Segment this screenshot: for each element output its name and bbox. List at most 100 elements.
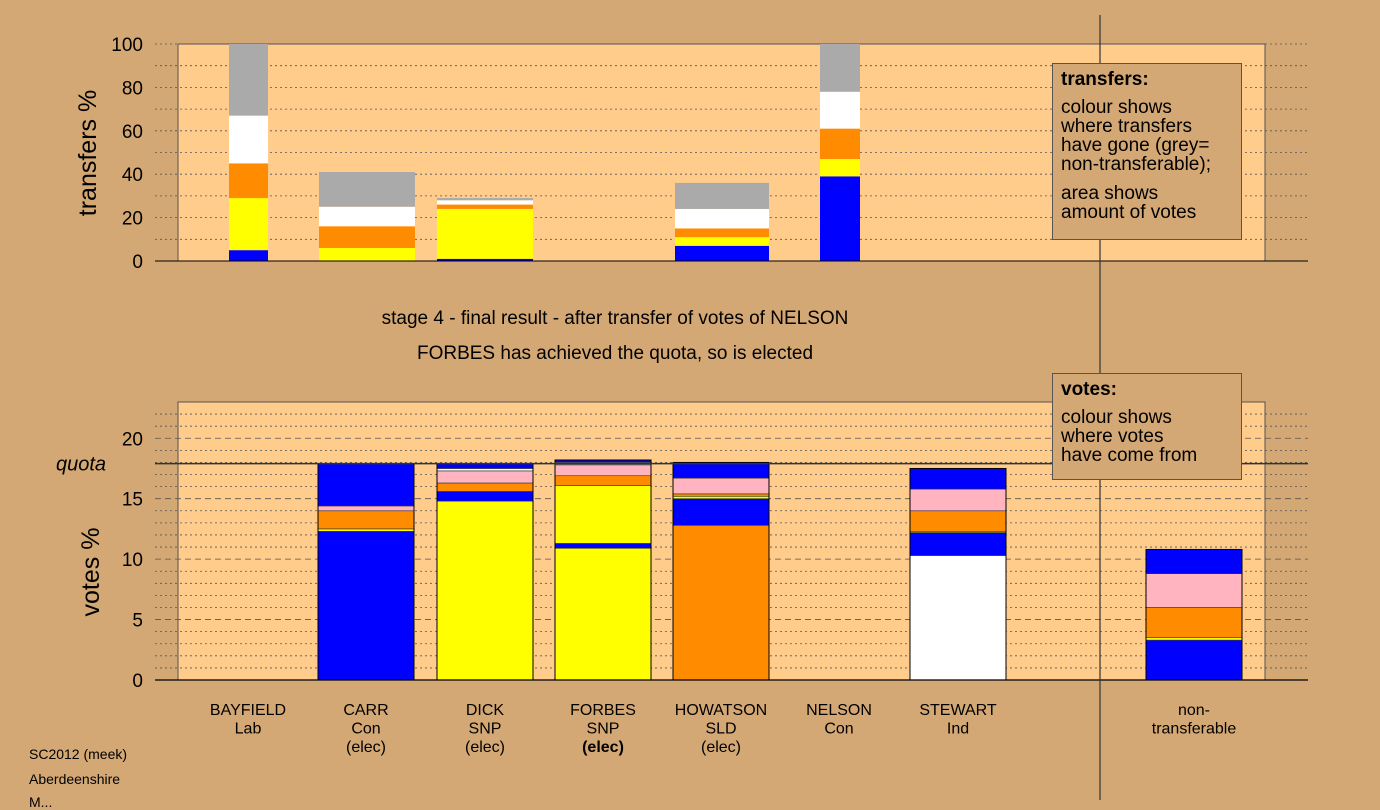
transfer-bar-segment [319,226,415,248]
candidate-label: NELSON [806,702,872,719]
votes-y-axis-title: votes % [77,528,105,617]
nontransferable-label: non- [1178,702,1210,719]
vote-bar-segment [554,485,652,544]
candidate-label: SNP [469,721,502,738]
transfer-bar-segment [229,198,268,251]
transfer-bar-segment [229,44,268,116]
quota-status-text: FORBES has achieved the quota, so is ele… [417,343,813,364]
transfers-legend-line: where transfers [1061,116,1192,137]
votes-y-tick-label: 15 [122,490,143,511]
candidate-label: CARR [343,702,388,719]
transfer-bar-segment [229,250,268,261]
candidate-label: (elec) [582,739,624,756]
candidate-label: SLD [705,721,736,738]
candidate-label: STEWART [919,702,997,719]
quota-label: quota [56,454,106,476]
transfer-bar-segment [437,204,533,209]
vote-bar-segment [554,547,652,681]
vote-bar-segment [436,468,534,472]
transfers-legend-line: colour shows [1061,97,1172,118]
candidate-label: FORBES [570,702,636,719]
votes-y-tick-label: 20 [122,429,143,450]
votes-y-tick-label: 10 [122,550,143,571]
votes-legend-title: votes: [1061,379,1117,400]
vote-bar-segment [317,505,415,512]
candidate-label: HOWATSON [675,702,767,719]
transfers-y-tick-label: 40 [122,165,143,186]
transfers-legend-title: transfers: [1061,69,1149,90]
candidate-label: Con [351,721,380,738]
votes-legend: votes: colour shows where votes have com… [1052,373,1242,480]
footer-council: Aberdeenshire [29,771,121,787]
vote-bar-segment [672,498,770,526]
vote-bar-segment [909,510,1007,532]
vote-bar-segment [1145,573,1243,608]
vote-bar-segment [1145,637,1243,641]
candidate-label: (elec) [346,739,386,756]
transfer-bar-segment [229,115,268,164]
transfer-bar-segment [437,258,533,261]
vote-bar-segment [554,464,652,477]
vote-bar-segment [672,462,770,479]
candidate-label: SNP [587,721,620,738]
transfers-y-tick-label: 100 [111,35,143,56]
vote-bar-segment [317,528,415,532]
footer-ward: M... [29,794,53,810]
transfer-bar-segment [675,237,769,246]
vote-bar-segment [436,482,534,492]
transfer-bar-segment [675,208,769,229]
vote-bar-segment [909,532,1007,556]
vote-bar-segment [1145,639,1243,681]
vote-bar-segment [317,510,415,530]
votes-y-ticks: 0 5 10 15 20 [122,429,143,692]
candidate-label: Con [824,721,853,738]
transfer-bar-segment [675,245,769,261]
votes-legend-line: where votes [1061,426,1164,447]
transfer-bar-segment [229,163,268,199]
vote-bar-segment [672,493,770,497]
transfers-y-tick-label: 60 [122,122,143,143]
candidate-labels: BAYFIELDLabCARRCon(elec)DICKSNP(elec)FOR… [210,702,1236,756]
transfer-bar-segment [820,176,860,261]
transfer-bar-segment [319,247,415,261]
nontransferable-label: transferable [1152,721,1237,738]
vote-bar-segment [554,543,652,549]
vote-bar-segment [436,491,534,502]
transfer-bar-segment [437,208,533,259]
transfers-y-tick-label: 80 [122,78,143,99]
candidate-label: (elec) [465,739,505,756]
transfers-y-axis-title: transfers % [74,90,102,216]
candidate-label: DICK [466,702,505,719]
transfer-bar-segment [675,228,769,238]
transfer-bar-segment [820,44,860,92]
vote-bar-segment [317,531,415,681]
candidate-label: Ind [947,721,969,738]
candidate-label: BAYFIELD [210,702,286,719]
transfers-legend-line: amount of votes [1061,202,1197,223]
votes-legend-line: colour shows [1061,407,1172,428]
vote-bar-segment [909,555,1007,681]
transfers-y-tick-label: 20 [122,209,143,230]
vote-bar-segment [436,500,534,681]
votes-y-tick-label: 0 [132,671,143,692]
vote-bar-segment [672,524,770,681]
transfer-bar-segment [437,200,533,205]
vote-bar-segment [909,488,1007,512]
vote-bar-segment [436,470,534,484]
candidate-label: Lab [235,721,262,738]
transfers-legend-line: non-transferable); [1061,154,1211,175]
transfer-bar-segment [319,206,415,227]
transfer-bar-segment [820,159,860,177]
transfers-legend-line: have gone (grey= [1061,135,1210,156]
votes-y-tick-label: 5 [132,611,143,632]
transfer-bar-segment [820,91,860,129]
stage-description: stage 4 - final result - after transfer … [382,308,849,329]
transfers-bars [229,44,860,261]
votes-legend-line: have come from [1061,445,1198,466]
votes-panel: 0 5 10 15 20 quota votes % BAYFIELD Lab CARR Co… [56,401,1308,756]
vote-bar-segment [672,495,770,499]
transfers-y-ticks: 0 20 40 60 80 100 [111,35,143,273]
vote-bar-segment [317,463,415,507]
transfers-y-tick-label: 0 [132,252,143,273]
vote-bar-segment [909,468,1007,490]
